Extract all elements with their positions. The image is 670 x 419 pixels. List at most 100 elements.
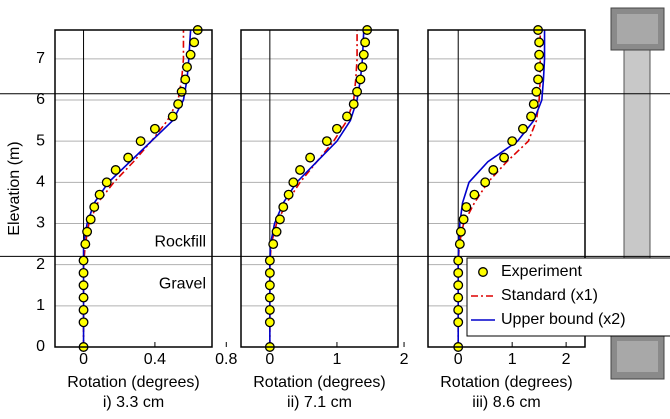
x-axis-label: Rotation (degrees) [440, 374, 573, 391]
data-point [534, 49, 545, 60]
data-point [342, 111, 352, 122]
x-tick-label: 2 [400, 351, 409, 368]
x-axis-label: Rotation (degrees) [67, 374, 200, 391]
y-tick-label: 5 [36, 132, 45, 149]
x-tick-label: 1 [508, 351, 517, 368]
data-point [189, 37, 200, 48]
data-point [358, 49, 369, 60]
x-tick-label: 2 [562, 351, 571, 368]
data-point [488, 165, 499, 175]
data-point [283, 189, 294, 200]
plot-area [82, 30, 192, 347]
data-point [176, 86, 187, 97]
data-point [357, 62, 368, 73]
data-point [461, 202, 472, 212]
y-tick-label: 3 [36, 215, 45, 232]
data-point [264, 304, 275, 315]
data-point [360, 37, 371, 48]
data-point [453, 267, 464, 278]
data-point [264, 280, 275, 291]
data-point [453, 280, 464, 291]
data-point [78, 255, 89, 266]
series-line [269, 30, 365, 347]
data-point [78, 317, 89, 328]
data-point [355, 74, 366, 85]
data-point [264, 317, 275, 328]
data-point [185, 49, 196, 60]
data-point [78, 267, 89, 278]
data-point [458, 214, 469, 225]
data-point [167, 111, 178, 122]
y-tick-label: 0 [36, 338, 45, 355]
x-tick-label: 0.8 [215, 351, 237, 368]
data-point [518, 123, 528, 134]
data-point [123, 152, 134, 163]
x-tick-label: 0 [79, 351, 88, 368]
data-point [453, 292, 464, 303]
annotation: Rockfill [154, 234, 206, 251]
plot-frame [54, 29, 213, 348]
data-point [455, 226, 466, 237]
data-point [533, 74, 544, 85]
data-point [348, 99, 359, 110]
annotation: Gravel [159, 276, 206, 293]
pile-cap-bottom-inner [617, 341, 658, 372]
data-point [78, 304, 89, 315]
legend-label: Standard (x1) [501, 287, 598, 304]
y-tick-label: 7 [36, 50, 45, 67]
legend-box [466, 257, 670, 337]
legend-label: Experiment [501, 263, 582, 280]
data-point [507, 136, 518, 147]
data-point [101, 177, 112, 188]
data-point [534, 37, 545, 48]
data-point [321, 136, 332, 147]
series-line [269, 30, 358, 347]
pile-diagram [610, 7, 665, 380]
data-point [305, 152, 316, 163]
x-tick-label: 0.4 [144, 351, 166, 368]
data-point [528, 99, 539, 110]
data-point [110, 165, 121, 175]
data-point [499, 152, 510, 163]
panel-title: i) 3.3 cm [103, 394, 164, 411]
pile-cap-top-inner [617, 14, 658, 44]
y-tick-label: 1 [36, 297, 45, 314]
plot-frame [427, 29, 586, 348]
data-point [135, 136, 146, 147]
data-point [480, 177, 491, 188]
x-tick-label: 0 [265, 351, 274, 368]
data-point [534, 62, 545, 73]
data-point [352, 86, 363, 97]
y-tick-label: 6 [36, 91, 45, 108]
x-axis-label: Rotation (degrees) [253, 374, 386, 391]
data-point [182, 62, 192, 73]
plot-area [269, 30, 365, 347]
panel-title: ii) 7.1 cm [287, 394, 352, 411]
data-point [180, 74, 191, 85]
data-point [278, 202, 289, 212]
data-point [453, 317, 464, 328]
data-point [173, 99, 184, 110]
y-tick-label: 4 [36, 174, 45, 191]
y-tick-label: 2 [36, 256, 45, 273]
data-point [526, 111, 536, 122]
data-point [271, 226, 282, 237]
data-point [295, 165, 305, 175]
data-point [331, 123, 342, 134]
data-point [80, 239, 91, 250]
x-tick-label: 1 [332, 351, 341, 368]
x-tick-label: 0 [454, 351, 463, 368]
data-point [469, 189, 480, 200]
data-point [274, 214, 285, 225]
data-point [454, 239, 465, 250]
panel-title: iii) 8.6 cm [472, 394, 540, 411]
series-line [82, 30, 185, 347]
data-point [78, 292, 89, 303]
data-point [78, 280, 89, 291]
data-point [288, 177, 299, 188]
plot-frame [240, 29, 399, 348]
data-point [149, 123, 160, 134]
data-point [85, 214, 96, 225]
